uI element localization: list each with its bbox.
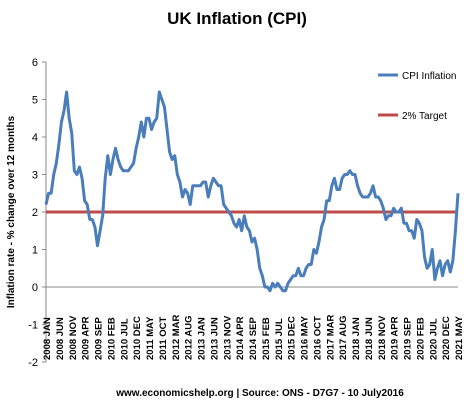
legend-label: CPI Inflation	[402, 71, 456, 82]
x-tick-label: 2015 FEB	[261, 317, 272, 360]
x-tick-label: 2018 JUN	[364, 317, 375, 360]
x-tick-label: 2010 FEB	[106, 317, 117, 360]
y-tick-label: -2	[28, 357, 38, 369]
x-tick-label: 2016 MAY	[300, 315, 311, 360]
x-tick-label: 2020 JUL	[428, 318, 439, 360]
x-tick-label: 2008 JUN	[55, 317, 66, 360]
x-tick-label: 2014 SEP	[248, 317, 259, 360]
x-tick-label: 2017 MAR	[325, 314, 336, 360]
x-tick-label: 2013 JUN	[209, 317, 220, 360]
y-tick-label: 3	[32, 170, 38, 182]
chart-title: UK Inflation (CPI)	[167, 9, 307, 28]
x-tick-label: 2009 APR	[81, 316, 92, 360]
legend-label: 2% Target	[402, 111, 447, 122]
x-tick-label: 2016 OCT	[312, 316, 323, 360]
x-tick-label: 2011 MAY	[145, 316, 156, 360]
x-tick-label: 2021 MAY	[454, 315, 465, 360]
x-tick-label: 2020 DEC	[441, 316, 452, 360]
x-tick-label: 2019 APR	[390, 316, 401, 360]
x-tick-label: 2013 NOV	[222, 315, 233, 360]
x-tick-label: 2011 OCT	[158, 317, 169, 360]
x-tick-label: 2012 MAR	[171, 314, 182, 360]
x-tick-label: 2018 JAN	[351, 317, 362, 360]
x-tick-label: 2020 FEB	[415, 317, 426, 360]
x-tick-label: 2015 JUL	[274, 318, 285, 360]
series-line	[44, 90, 460, 293]
x-tick-label: 2009 SEP	[94, 317, 105, 360]
x-tick-label: 2018 NOV	[377, 315, 388, 360]
x-tick-label: 2008 NOV	[68, 315, 79, 360]
x-tick-label: 2017 AUG	[338, 315, 349, 360]
x-tick-label: 2013 JAN	[197, 317, 208, 360]
x-tick-label: 2014 APR	[235, 316, 246, 360]
y-axis-label: Inflation rate - % change over 12 months	[6, 115, 17, 308]
y-tick-label: 2	[32, 207, 38, 219]
x-tick-label: 2010 JUL	[119, 318, 130, 360]
x-tick-label: 2010 DEC	[132, 316, 143, 360]
y-tick-label: -1	[28, 320, 38, 332]
y-tick-label: 5	[32, 95, 38, 107]
y-tick-label: 0	[32, 282, 38, 294]
x-tick-label: 2019 SEP	[403, 317, 414, 360]
y-tick-label: 6	[32, 57, 38, 69]
x-tick-label: 2008 JAN	[42, 317, 53, 360]
y-tick-label: 4	[32, 132, 38, 144]
y-tick-label: 1	[32, 245, 38, 257]
footer: www.economicshelp.org | Source: ONS - D7…	[115, 388, 404, 399]
x-tick-label: 2012 AUG	[184, 315, 195, 360]
x-tick-label: 2015 DEC	[287, 316, 298, 360]
